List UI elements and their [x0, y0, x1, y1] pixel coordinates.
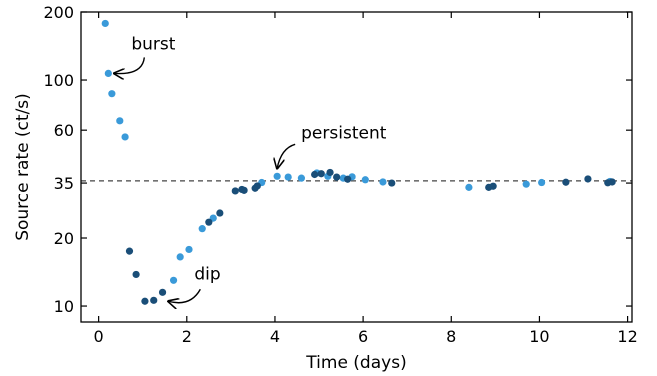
x-tick-label: 0 — [94, 327, 104, 346]
annotation-arrow — [114, 57, 146, 73]
data-point — [141, 297, 149, 305]
y-tick-label: 60 — [54, 121, 74, 140]
data-point — [584, 175, 592, 183]
x-axis-label: Time (days) — [305, 353, 406, 373]
data-point — [465, 183, 473, 191]
data-point — [608, 178, 616, 186]
annotation-label: dip — [194, 264, 220, 284]
data-point — [125, 247, 134, 255]
annotation-arrow — [277, 143, 296, 168]
data-point — [344, 175, 352, 183]
y-axis-ticks: 10 20 35 60 100 200 — [43, 3, 632, 316]
annotations: burst persistent dip — [114, 34, 387, 303]
data-point — [169, 276, 178, 284]
x-tick-label: 10 — [529, 327, 549, 346]
data-point — [522, 180, 530, 188]
x-tick-label: 4 — [270, 327, 280, 346]
data-point — [311, 170, 319, 179]
data-point — [379, 178, 387, 186]
data-point — [231, 187, 239, 195]
data-point — [489, 182, 497, 190]
data-point — [150, 296, 158, 304]
data-point — [240, 186, 248, 194]
data-point — [176, 253, 184, 261]
x-tick-label: 8 — [446, 327, 456, 346]
data-point — [326, 168, 334, 177]
x-tick-label: 12 — [617, 327, 637, 346]
y-tick-label: 20 — [54, 229, 74, 248]
data-point — [538, 178, 546, 187]
data-point — [205, 218, 213, 226]
data-point — [185, 245, 193, 254]
data-point — [132, 270, 140, 279]
x-tick-label: 6 — [358, 327, 368, 346]
data-point — [273, 172, 281, 180]
y-tick-label: 35 — [54, 174, 74, 193]
x-axis-ticks: 0 2 4 6 8 10 12 — [94, 12, 638, 346]
x-tick-label: 2 — [182, 327, 192, 346]
data-point — [361, 176, 369, 184]
data-point — [108, 90, 116, 98]
data-point — [284, 173, 292, 181]
data-point — [116, 117, 124, 125]
data-point — [198, 225, 206, 233]
annotation-label: burst — [131, 34, 175, 54]
y-tick-label: 100 — [43, 71, 74, 90]
annotation-arrow — [168, 288, 201, 303]
annotation-label: persistent — [301, 123, 387, 143]
data-point — [216, 209, 224, 217]
plot-frame — [80, 11, 633, 323]
y-axis-label: Source rate (ct/s) — [13, 93, 33, 241]
data-point — [101, 19, 109, 28]
y-tick-label: 200 — [43, 3, 74, 22]
y-tick-label: 10 — [54, 297, 74, 316]
data-point — [297, 174, 305, 182]
data-point — [104, 69, 112, 77]
data-point — [158, 288, 167, 296]
data-point — [317, 170, 325, 178]
data-point — [388, 179, 396, 187]
data-point — [253, 182, 261, 190]
data-points — [101, 19, 616, 305]
data-point — [562, 178, 570, 186]
data-point — [121, 133, 129, 141]
data-point — [333, 173, 341, 181]
